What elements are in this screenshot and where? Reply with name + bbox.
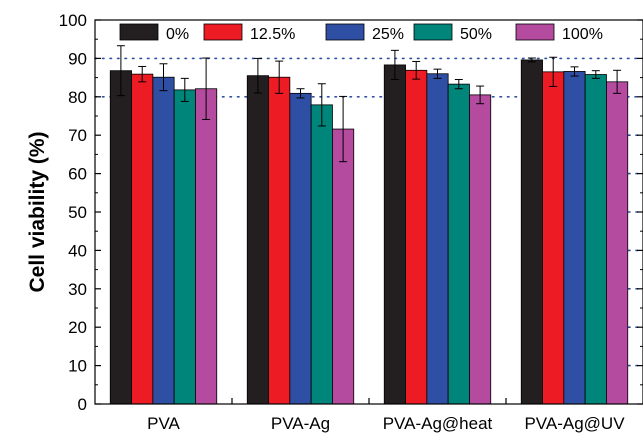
bar-PVA-Ag-50% [310, 104, 333, 405]
y-tick-label: 10 [68, 357, 87, 376]
legend-swatch-12.5% [203, 23, 243, 41]
bar-PVA-Ag@UV-25% [563, 71, 586, 405]
legend: 0% 12.5% 25% 50% 100% [119, 23, 603, 43]
bar-PVA-100% [195, 88, 218, 405]
legend-swatch-100% [515, 23, 555, 41]
y-tick-label: 70 [68, 126, 87, 145]
bar-PVA-0% [109, 70, 132, 405]
error-bars [116, 45, 622, 163]
bar-PVA-Ag@heat-50% [447, 83, 470, 405]
bar-PVA-50% [173, 89, 196, 405]
legend-label-25%: 25% [372, 26, 404, 43]
bar-PVA-12.5% [131, 73, 154, 405]
x-axis: PVA PVA-Ag PVA-Ag@heat PVA-Ag@UV [147, 398, 625, 433]
legend-swatch-25% [325, 23, 365, 41]
y-tick-label: 50 [68, 203, 87, 222]
x-tick-label: PVA-Ag@UV [524, 414, 625, 433]
y-tick-label: 40 [68, 241, 87, 260]
bar-PVA-Ag@heat-0% [383, 64, 406, 405]
y-tick-label: 60 [68, 165, 87, 184]
x-tick-label: PVA-Ag [271, 414, 330, 433]
bar-PVA-25% [152, 76, 175, 405]
legend-label-100%: 100% [562, 26, 603, 43]
x-tick-label: PVA-Ag@heat [383, 414, 493, 433]
y-tick-label: 0 [78, 395, 87, 414]
y-tick-label: 100 [59, 11, 87, 30]
bar-PVA-Ag@heat-100% [469, 94, 492, 405]
bar-PVA-Ag@UV-0% [520, 59, 543, 405]
legend-swatch-50% [413, 23, 453, 41]
legend-swatch-0% [119, 23, 159, 41]
y-axis: 0 10 20 30 40 50 60 70 80 90 100 [59, 11, 643, 414]
bars [109, 59, 629, 405]
bar-PVA-Ag-25% [289, 92, 312, 405]
y-tick-label: 90 [68, 49, 87, 68]
bar-PVA-Ag@heat-25% [426, 73, 449, 405]
legend-label-50%: 50% [460, 26, 492, 43]
y-axis-label: Cell viability (%) [26, 131, 49, 292]
bar-PVA-Ag-100% [332, 128, 355, 405]
y-tick-label: 30 [68, 280, 87, 299]
bar-PVA-Ag-0% [246, 75, 269, 405]
bar-PVA-Ag@UV-50% [584, 74, 607, 405]
bar-PVA-Ag-12.5% [268, 76, 291, 405]
bar-PVA-Ag@heat-12.5% [405, 69, 428, 405]
x-tick-label: PVA [147, 414, 180, 433]
legend-label-12.5%: 12.5% [250, 26, 295, 43]
bar-PVA-Ag@UV-100% [606, 81, 629, 405]
y-tick-label: 20 [68, 318, 87, 337]
bar-PVA-Ag@UV-12.5% [542, 71, 565, 405]
legend-label-0%: 0% [166, 26, 189, 43]
y-tick-label: 80 [68, 88, 87, 107]
